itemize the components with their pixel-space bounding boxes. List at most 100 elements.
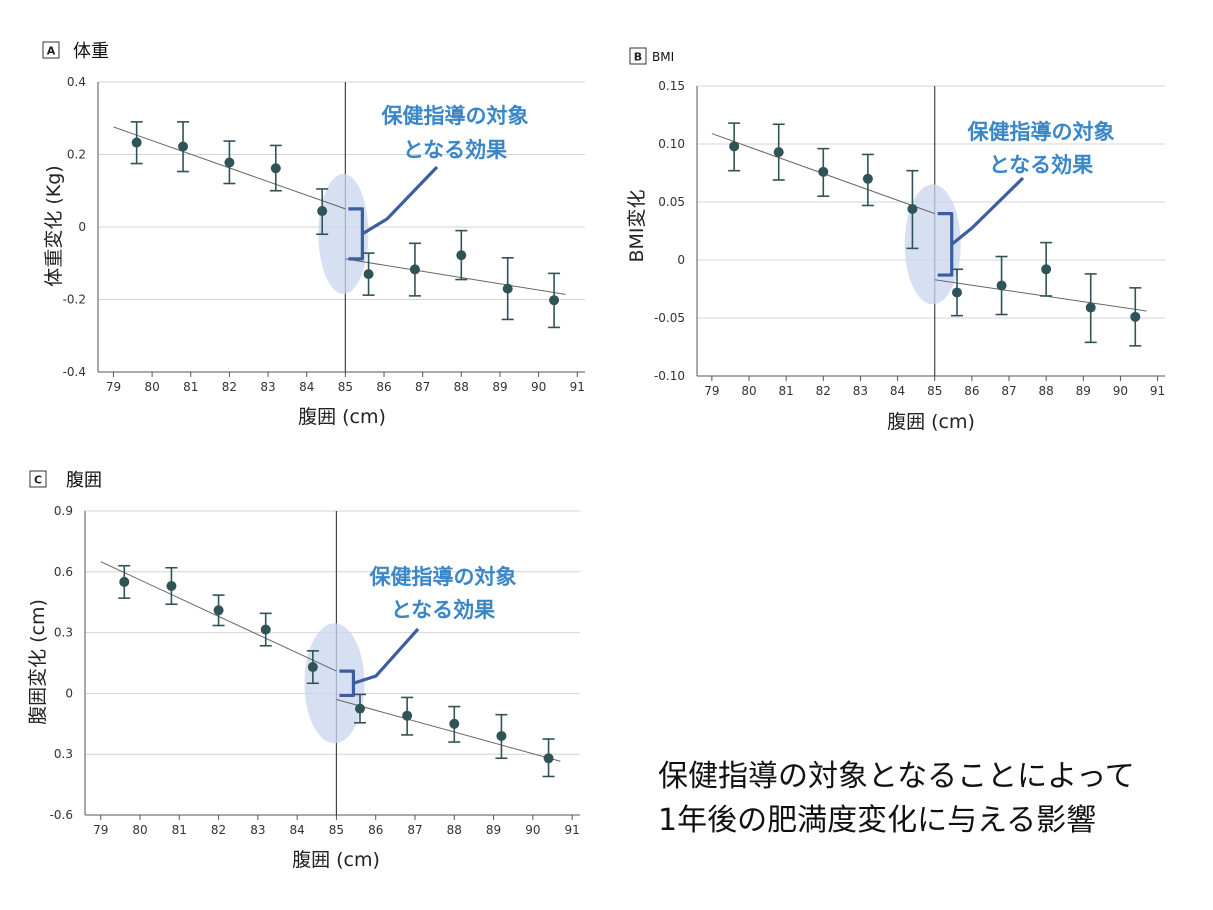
x-tick-label-c: 85 xyxy=(329,823,344,837)
annotation-line-2-c: となる効果 xyxy=(391,598,495,622)
panel-bmi: B BMI -0.10 -0.05 0 0.05 0.10 0.15 79 80 81 82 83 8… xyxy=(626,47,1165,433)
x-tick-label-b: 81 xyxy=(779,384,794,398)
data-point-b xyxy=(952,287,962,298)
panel-waist: C 腹囲 -0.6 0.3 0 0.3 0.6 0.9 79 80 81 82 83 84 85 86 87… xyxy=(27,470,580,871)
x-tick-label-a: 83 xyxy=(260,380,275,394)
x-axis-title-c: 腹囲 (cm) xyxy=(292,849,380,871)
x-tick-label-a: 80 xyxy=(144,380,159,394)
x-tick-label-a: 90 xyxy=(531,380,546,394)
data-point-a xyxy=(549,295,560,306)
x-tick-label-a: 87 xyxy=(415,380,430,394)
x-axis-title-a: 腹囲 (cm) xyxy=(298,406,386,428)
x-tick-label-b: 79 xyxy=(704,384,719,398)
x-tick-label-c: 81 xyxy=(172,823,187,837)
panel-letter-box-a xyxy=(42,41,60,59)
fit-line-right-a xyxy=(345,258,566,295)
x-tick-label-b: 89 xyxy=(1076,384,1091,398)
panel-letter-b: B xyxy=(634,51,642,64)
y-tick-label-b: -0.05 xyxy=(654,311,685,325)
y-tick-label-b: 0.05 xyxy=(658,195,685,209)
y-tick-label-a: -0.4 xyxy=(63,365,86,379)
data-point-b xyxy=(818,166,829,177)
cutoff-highlight-ellipse-c xyxy=(304,623,365,744)
annotation-line-1-a: 保健指導の対象 xyxy=(381,104,529,128)
x-tick-label-a: 81 xyxy=(183,380,198,394)
x-tick-label-c: 84 xyxy=(290,823,305,837)
y-tick-label-c: 0.3 xyxy=(54,626,73,640)
data-point-c xyxy=(449,718,460,729)
y-tick-label-a: 0.2 xyxy=(67,148,86,162)
x-tick-label-a: 82 xyxy=(222,380,237,394)
x-tick-label-a: 91 xyxy=(570,380,585,394)
y-axis-title-b: BMI変化 xyxy=(626,189,648,262)
data-point-a xyxy=(317,206,328,217)
x-tick-label-a: 85 xyxy=(338,380,353,394)
panel-title-c: 腹囲 xyxy=(66,470,102,491)
panel-letter-box-b xyxy=(629,47,647,65)
y-tick-label-b: 0.15 xyxy=(658,79,685,93)
data-point-c xyxy=(307,662,318,673)
x-tick-label-a: 89 xyxy=(492,380,507,394)
data-point-c xyxy=(355,703,365,714)
data-point-c xyxy=(119,576,130,587)
x-tick-label-a: 86 xyxy=(376,380,391,394)
data-point-c xyxy=(260,624,271,635)
data-point-b xyxy=(862,173,873,184)
x-tick-label-b: 84 xyxy=(890,384,905,398)
x-tick-label-c: 88 xyxy=(447,823,462,837)
x-tick-label-c: 87 xyxy=(407,823,422,837)
data-point-c xyxy=(496,730,507,741)
data-point-b xyxy=(1130,311,1141,322)
y-tick-label-a: 0 xyxy=(78,220,86,234)
y-tick-label-c: 0.3 xyxy=(54,747,73,761)
panel-letter-c: C xyxy=(34,474,42,487)
x-tick-label-b: 90 xyxy=(1113,384,1128,398)
fit-line-right-c xyxy=(336,698,561,762)
data-point-a xyxy=(456,250,467,261)
data-point-a xyxy=(502,283,513,294)
panel-weight: A 体重 -0.4 -0.2 0 0.2 0.4 79 80 81 82 83 84 85 86 87 88… xyxy=(42,41,585,428)
caption-line-2: 1年後の肥満度変化に与える影響 xyxy=(658,803,1096,838)
data-point-b xyxy=(1085,302,1096,313)
x-tick-label-c: 82 xyxy=(211,823,226,837)
x-tick-label-c: 79 xyxy=(93,823,108,837)
x-tick-label-b: 87 xyxy=(1001,384,1016,398)
x-tick-label-a: 79 xyxy=(106,380,121,394)
x-tick-label-c: 90 xyxy=(525,823,540,837)
y-tick-label-c: 0 xyxy=(65,686,73,700)
y-tick-label-c: -0.6 xyxy=(50,808,73,822)
y-axis-title-a: 体重変化 (Kg) xyxy=(43,165,65,286)
data-point-a xyxy=(224,157,235,168)
data-point-a xyxy=(409,264,420,275)
data-point-a xyxy=(270,163,281,174)
data-point-b xyxy=(907,203,918,214)
caption-line-1: 保健指導の対象となることによって xyxy=(658,759,1135,794)
data-point-b xyxy=(729,141,740,152)
x-tick-label-c: 80 xyxy=(132,823,147,837)
data-point-a xyxy=(131,137,142,148)
panel-letter-a: A xyxy=(47,45,56,58)
data-point-a xyxy=(363,269,374,280)
panel-letter-box-c xyxy=(29,470,47,488)
x-axis-title-b: 腹囲 (cm) xyxy=(887,411,975,433)
annotation-line-2-b: となる効果 xyxy=(989,153,1093,177)
x-tick-label-c: 86 xyxy=(368,823,383,837)
x-tick-label-b: 88 xyxy=(1039,384,1054,398)
x-tick-label-b: 91 xyxy=(1150,384,1165,398)
effect-bracket-c xyxy=(339,627,420,698)
x-tick-label-b: 80 xyxy=(741,384,756,398)
x-tick-label-b: 82 xyxy=(816,384,831,398)
x-tick-label-a: 88 xyxy=(454,380,469,394)
data-point-c xyxy=(543,753,554,764)
effect-bracket-b xyxy=(937,176,1025,277)
annotation-line-1-b: 保健指導の対象 xyxy=(967,120,1115,144)
data-point-b xyxy=(773,147,784,158)
data-point-c xyxy=(213,605,224,616)
y-axis-title-c: 腹囲変化 (cm) xyxy=(27,599,49,725)
annotation-line-1-c: 保健指導の対象 xyxy=(369,565,517,589)
y-tick-label-c: 0.9 xyxy=(54,504,73,518)
annotation-line-2-a: となる効果 xyxy=(403,138,507,162)
y-tick-label-a: -0.2 xyxy=(63,293,86,307)
x-tick-label-a: 84 xyxy=(299,380,314,394)
